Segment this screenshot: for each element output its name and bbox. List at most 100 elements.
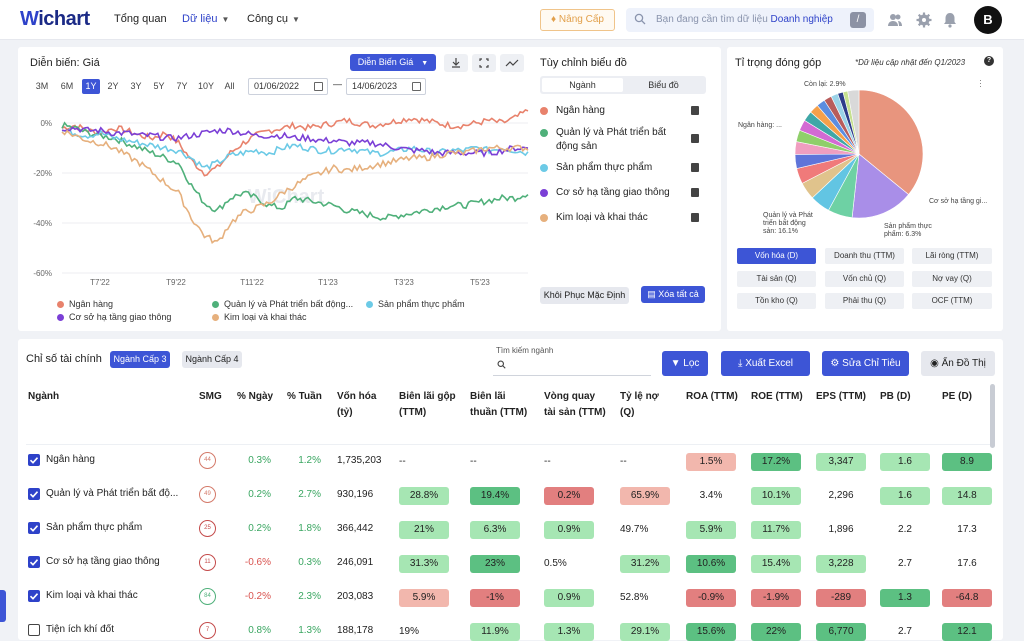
industry-name[interactable]: Tiện ích khí đốt <box>46 624 114 635</box>
pie-slice[interactable] <box>851 153 909 219</box>
category-item[interactable]: Cơ sở hạ tầng giao thông <box>540 186 685 200</box>
restore-default-button[interactable]: Khôi Phục Mặc Định <box>540 287 629 304</box>
col-header-ngay[interactable]: % Ngày <box>237 391 274 402</box>
category-item[interactable]: Kim loại và khai thác <box>540 211 685 225</box>
metric-button[interactable]: Nợ vay (Q) <box>912 271 992 287</box>
export-excel-button[interactable]: ⤓ Xuất Excel <box>721 351 810 376</box>
users-icon[interactable] <box>887 12 903 28</box>
wichart-logo[interactable]: Wichart <box>20 8 90 30</box>
chart-type-dropdown[interactable]: Diễn Biến Giá ▼ <box>350 54 436 71</box>
range-7y[interactable]: 7Y <box>176 81 188 91</box>
range-2y[interactable]: 2Y <box>107 81 119 91</box>
metric-cell: 11.9% <box>470 623 520 641</box>
date-to-input[interactable]: 14/06/2023 <box>346 78 426 95</box>
range-3y[interactable]: 3Y <box>130 81 142 91</box>
hide-chart-button[interactable]: ◉ Ẩn Đồ Thị <box>921 351 995 376</box>
col-header-roe[interactable]: ROE (TTM) <box>751 391 803 402</box>
legend-sptp[interactable]: Sản phẩm thực phẩm <box>366 299 465 309</box>
col-header-eps[interactable]: EPS (TTM) <box>816 391 866 402</box>
legend-qlpt[interactable]: Quản lý và Phát triển bất động... <box>212 299 353 309</box>
vertical-scrollbar[interactable] <box>990 384 995 448</box>
metric-button[interactable]: Tồn kho (Q) <box>737 293 816 309</box>
metric-button[interactable]: Phải thu (Q) <box>825 293 904 309</box>
range-5y[interactable]: 5Y <box>153 81 165 91</box>
side-tab[interactable] <box>0 590 6 622</box>
col-header-roa[interactable]: ROA (TTM) <box>686 391 738 402</box>
metric-button[interactable]: Lãi ròng (TTM) <box>912 248 992 264</box>
range-6m[interactable]: 6M <box>60 81 74 91</box>
market-cap: 246,091 <box>337 557 374 568</box>
col-header-smg[interactable]: SMG <box>199 391 222 402</box>
metric-button[interactable]: Doanh thu (TTM) <box>825 248 904 264</box>
series-line[interactable] <box>61 129 529 245</box>
nav-overview[interactable]: Tổng quan <box>114 13 167 25</box>
metric-cell: 6.3% <box>470 521 520 539</box>
row-checkbox[interactable] <box>28 454 40 466</box>
legend-ngan-hang[interactable]: Ngân hàng <box>57 299 113 309</box>
trash-icon[interactable] <box>691 213 699 222</box>
row-checkbox[interactable] <box>28 556 40 568</box>
row-checkbox[interactable] <box>28 522 40 534</box>
industry-name[interactable]: Kim loại và khai thác <box>46 590 138 601</box>
category-item[interactable]: Sản phẩm thực phẩm <box>540 161 685 175</box>
download-button[interactable] <box>444 54 468 72</box>
fullscreen-button[interactable] <box>472 54 496 72</box>
level4-button[interactable]: Ngành Cấp 4 <box>182 351 242 368</box>
metric-button[interactable]: Tài sản (Q) <box>737 271 816 287</box>
trash-icon[interactable] <box>691 163 699 172</box>
nav-tools[interactable]: Công cụ ▼ <box>247 13 300 25</box>
pie-slice[interactable] <box>847 89 860 155</box>
range-all[interactable]: All <box>224 81 235 91</box>
legend-cshtgt[interactable]: Cơ sở hạ tầng giao thông <box>57 312 171 322</box>
series-line[interactable] <box>61 108 529 177</box>
global-search-input[interactable]: Bạn đang cần tìm dữ liệu Doanh nghiệp / <box>626 8 874 32</box>
col-header-pe[interactable]: PE (D) <box>942 391 972 402</box>
col-header-bien-thuan[interactable]: Biên lãi thuần (TTM) <box>470 391 528 418</box>
industry-search-input[interactable] <box>493 354 651 376</box>
nav-data[interactable]: Dữ liệu ▼ <box>182 13 230 25</box>
col-header-nganh[interactable]: Ngành <box>28 391 60 402</box>
col-header-pb[interactable]: PB (D) <box>880 391 911 402</box>
level3-button[interactable]: Ngành Cấp 3 <box>110 351 170 368</box>
col-header-vonhoa[interactable]: Vốn hóa (tỷ) <box>337 391 377 418</box>
y-tick-label: 0% <box>40 119 52 128</box>
col-header-vong-quay[interactable]: Vòng quay tài sản (TTM) <box>544 391 606 418</box>
metric-button[interactable]: Vốn chủ (Q) <box>825 271 904 287</box>
edit-indicators-button[interactable]: ⚙ Sửa Chỉ Tiêu <box>822 351 909 376</box>
series-line[interactable] <box>61 126 529 158</box>
row-checkbox[interactable] <box>28 488 40 500</box>
category-item[interactable]: Quản lý và Phát triển bất động sản <box>540 126 685 154</box>
range-3m[interactable]: 3M <box>35 81 49 91</box>
industry-name[interactable]: Cơ sở hạ tầng giao thông <box>46 556 160 567</box>
trash-icon[interactable] <box>691 106 699 115</box>
metric-button[interactable]: Vốn hóa (D) <box>737 248 816 264</box>
gear-icon[interactable] <box>916 12 932 28</box>
metric-button[interactable]: OCF (TTM) <box>912 293 992 309</box>
date-from-input[interactable]: 01/06/2022 <box>248 78 328 95</box>
industry-name[interactable]: Ngân hàng <box>46 454 95 465</box>
tab-nganh[interactable]: Ngành <box>542 78 623 92</box>
tab-bieu-do[interactable]: Biểu đồ <box>648 80 679 90</box>
line-style-button[interactable] <box>500 54 524 72</box>
industry-name[interactable]: Sản phẩm thực phẩm <box>46 522 143 533</box>
row-checkbox[interactable] <box>28 624 40 636</box>
trash-icon[interactable] <box>691 188 699 197</box>
pie-slice[interactable] <box>858 89 924 195</box>
avatar[interactable]: B <box>974 6 1002 34</box>
range-1y[interactable]: 1Y <box>82 79 100 94</box>
col-header-ty-le-no[interactable]: Tỷ lệ nợ (Q) <box>620 391 659 418</box>
help-icon[interactable]: ? <box>984 56 994 66</box>
industry-name[interactable]: Quản lý và Phát triển bất độ... <box>46 488 179 499</box>
legend-klkt[interactable]: Kim loại và khai thác <box>212 312 307 322</box>
more-vertical-icon[interactable]: · · · <box>979 75 982 91</box>
col-header-bien-gop[interactable]: Biên lãi gộp (TTM) <box>399 391 456 418</box>
upgrade-button[interactable]: ♦ Nâng Cấp <box>540 9 615 31</box>
category-item[interactable]: Ngân hàng <box>540 104 685 118</box>
bell-icon[interactable] <box>942 12 958 28</box>
trash-icon[interactable] <box>691 134 699 143</box>
range-10y[interactable]: 10Y <box>197 81 214 91</box>
filter-button[interactable]: ▼ Lọc <box>662 351 708 376</box>
clear-all-button[interactable]: ▤ Xóa tất cả <box>641 286 705 303</box>
row-checkbox[interactable] <box>28 590 40 602</box>
col-header-tuan[interactable]: % Tuần <box>287 391 322 402</box>
